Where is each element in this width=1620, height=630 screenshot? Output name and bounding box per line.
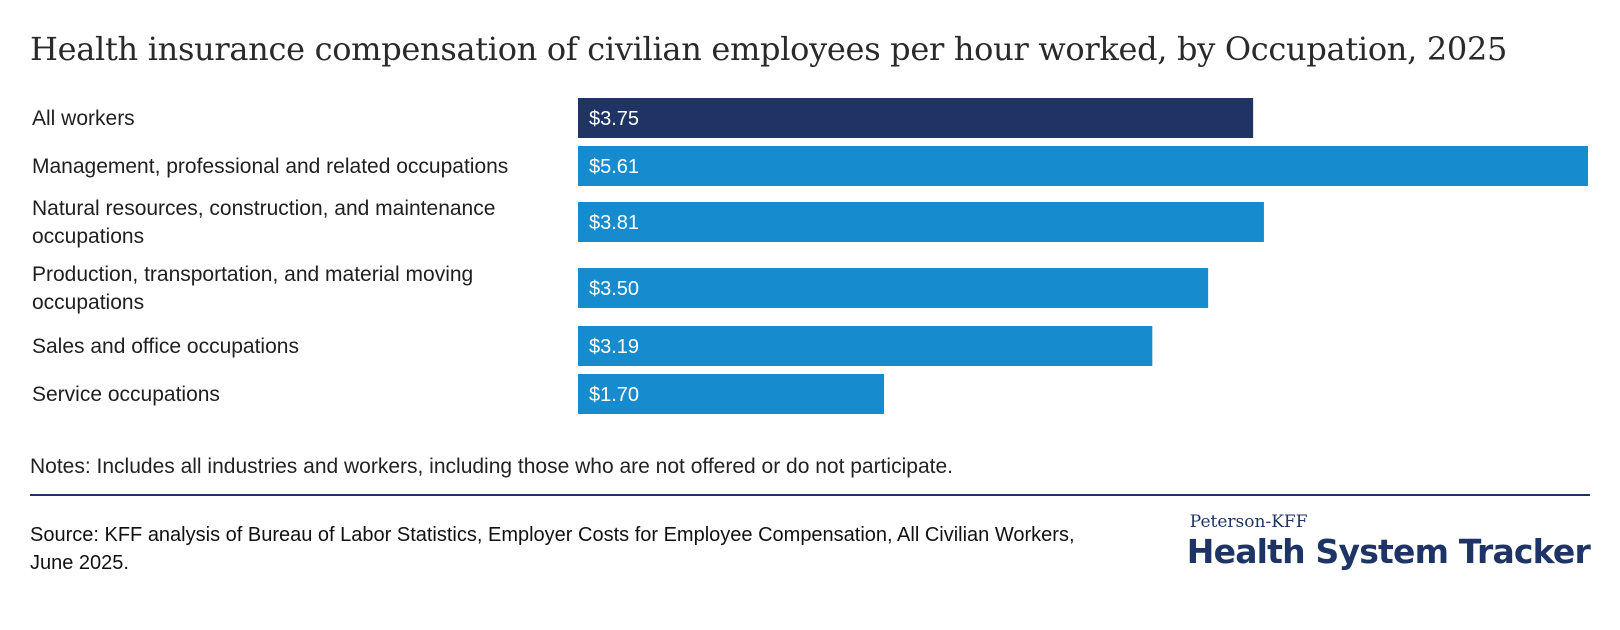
bar-3: [578, 268, 1209, 308]
bar-0: [578, 98, 1254, 138]
category-label-line: Production, transportation, and material…: [32, 263, 473, 286]
bar-value-label-1: $5.61: [589, 156, 639, 178]
brand-logo: Peterson-KFF Health System Tracker: [1186, 512, 1591, 572]
category-label-4: Sales and office occupations: [32, 335, 299, 358]
bar-chart: $3.75 All workers $5.61 Management, profess…: [32, 98, 1588, 414]
logo-subtitle: Peterson-KFF: [1189, 512, 1308, 532]
bar-4: [578, 326, 1153, 366]
bar-1: [578, 146, 1588, 186]
bar-value-label-4: $3.19: [589, 336, 639, 358]
category-label-2: Natural resources, construction, and mai…: [32, 197, 495, 248]
category-label-line: Sales and office occupations: [32, 335, 299, 358]
category-label-line: Service occupations: [32, 383, 220, 406]
chart-title: Health insurance compensation of civilia…: [30, 30, 1508, 68]
bar-value-label-5: $1.70: [589, 384, 639, 406]
category-label-line: Management, professional and related occ…: [32, 155, 508, 178]
category-label-3: Production, transportation, and material…: [32, 263, 473, 314]
bar-value-label-3: $3.50: [589, 278, 639, 300]
logo-title: Health System Tracker: [1186, 532, 1591, 571]
category-label-1: Management, professional and related occ…: [32, 155, 508, 178]
category-label-0: All workers: [32, 107, 135, 130]
category-label-5: Service occupations: [32, 383, 220, 406]
bar-2: [578, 202, 1264, 242]
category-label-line: Natural resources, construction, and mai…: [32, 197, 495, 220]
chart-source: Source: KFF analysis of Bureau of Labor …: [30, 524, 1075, 574]
category-label-line: All workers: [32, 107, 135, 130]
category-label-line: occupations: [32, 291, 144, 314]
bar-value-label-2: $3.81: [589, 212, 639, 234]
divider-rule: [30, 494, 1590, 496]
category-label-line: occupations: [32, 225, 144, 248]
bar-value-label-0: $3.75: [589, 108, 639, 130]
bar-5: [578, 374, 885, 414]
chart-notes: Notes: Includes all industries and worke…: [30, 455, 953, 478]
